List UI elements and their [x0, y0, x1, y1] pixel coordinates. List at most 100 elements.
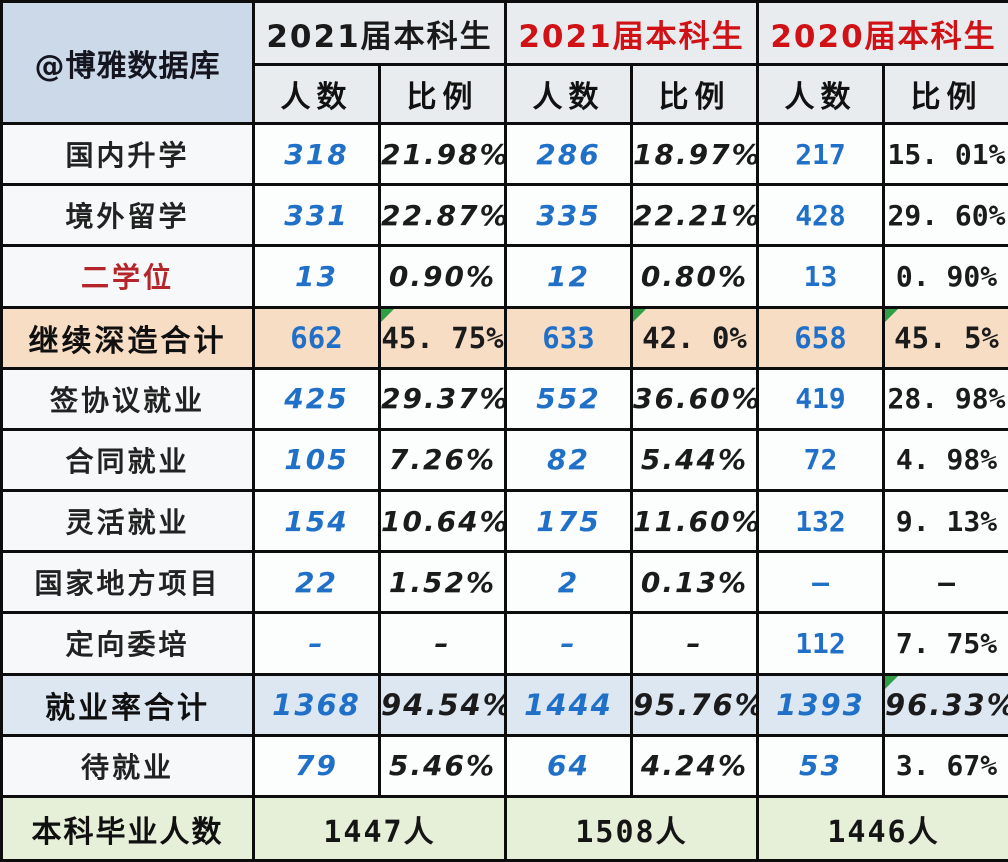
count-cell: 175 — [504, 489, 633, 554]
table-row: 待就业 79 5.46% 64 4.24% 53 3. 67% — [0, 733, 1008, 799]
header-row-subheads: 人数 比例 人数 比例 人数 比例 — [2, 63, 1008, 125]
footer-total-2021-first: 1447人 — [252, 795, 507, 862]
watermark-label: @博雅数据库 — [0, 0, 255, 125]
count-cell: – — [252, 611, 381, 676]
ratio-cell: 7.26% — [378, 427, 507, 493]
table-body: 国内升学 318 21.98% 286 18.97% 217 15. 01% 境外留学 331 2… — [0, 121, 1008, 799]
count-cell: 658 — [756, 305, 885, 370]
ratio-cell: 10.64% — [378, 489, 507, 554]
footer-total-2020: 1446人 — [756, 795, 1008, 862]
count-cell: 633 — [504, 305, 633, 370]
ratio-cell: 0.80% — [630, 244, 759, 309]
column-group-2021-second: 2021届本科生 — [504, 0, 759, 66]
count-cell: – — [504, 611, 633, 676]
table-row: 就业率合计 1368 94.54% 1444 95.76% 1393 96.33% — [0, 672, 1008, 737]
ratio-cell: – — [378, 611, 507, 676]
ratio-cell: 94.54% — [378, 672, 507, 737]
ratio-cell: 45. 75% — [378, 305, 507, 370]
table-row: 境外留学 331 22.87% 335 22.21% 428 29. 60% — [0, 183, 1008, 248]
subheader-ratio-1: 比例 — [378, 63, 507, 125]
ratio-cell: 0. 90% — [882, 244, 1008, 309]
ratio-cell: – — [882, 550, 1008, 615]
row-label: 二学位 — [0, 244, 255, 309]
ratio-cell: 3. 67% — [882, 733, 1008, 799]
column-group-2020: 2020届本科生 — [756, 0, 1008, 66]
table-row: 国内升学 318 21.98% 286 18.97% 217 15. 01% — [0, 121, 1008, 187]
ratio-cell: 21.98% — [378, 121, 507, 187]
table-row: 继续深造合计 662 45. 75% 633 42. 0% 658 45. 5% — [0, 305, 1008, 370]
count-cell: 1444 — [504, 672, 633, 737]
ratio-cell: 95.76% — [630, 672, 759, 737]
subheader-count-2: 人数 — [504, 63, 633, 125]
count-cell: 22 — [252, 550, 381, 615]
subheader-ratio-2: 比例 — [630, 63, 759, 125]
row-label: 就业率合计 — [0, 672, 255, 737]
count-cell: 2 — [504, 550, 633, 615]
count-cell: 82 — [504, 427, 633, 493]
ratio-cell: – — [630, 611, 759, 676]
ratio-cell: 5.46% — [378, 733, 507, 799]
count-cell: 53 — [756, 733, 885, 799]
row-label: 本科毕业人数 — [0, 795, 255, 862]
row-label: 继续深造合计 — [0, 305, 255, 370]
count-cell: 13 — [252, 244, 381, 309]
count-cell: – — [756, 550, 885, 615]
subheader-count-3: 人数 — [756, 63, 885, 125]
count-cell: 286 — [504, 121, 633, 187]
ratio-cell: 36.60% — [630, 366, 759, 431]
table-row: 国家地方项目 22 1.52% 2 0.13% – – — [0, 550, 1008, 615]
row-label: 待就业 — [0, 733, 255, 799]
footer-row-graduate-total: 本科毕业人数 1447人 1508人 1446人 — [0, 795, 1008, 862]
count-cell: 154 — [252, 489, 381, 554]
count-cell: 1368 — [252, 672, 381, 737]
count-cell: 335 — [504, 183, 633, 248]
count-cell: 1393 — [756, 672, 885, 737]
table-row: 签协议就业 425 29.37% 552 36.60% 419 28. 98% — [0, 366, 1008, 431]
table-row: 灵活就业 154 10.64% 175 11.60% 132 9. 13% — [0, 489, 1008, 554]
count-cell: 552 — [504, 366, 633, 431]
count-cell: 12 — [504, 244, 633, 309]
ratio-cell: 0.13% — [630, 550, 759, 615]
count-cell: 428 — [756, 183, 885, 248]
ratio-cell: 11.60% — [630, 489, 759, 554]
ratio-cell: 0.90% — [378, 244, 507, 309]
row-label: 国家地方项目 — [0, 550, 255, 615]
ratio-cell: 96.33% — [882, 672, 1008, 737]
subheader-ratio-3: 比例 — [882, 63, 1008, 125]
row-label: 灵活就业 — [0, 489, 255, 554]
row-label: 签协议就业 — [0, 366, 255, 431]
row-label: 定向委培 — [0, 611, 255, 676]
row-label: 国内升学 — [0, 121, 255, 187]
row-label: 境外留学 — [0, 183, 255, 248]
count-cell: 132 — [756, 489, 885, 554]
ratio-cell: 18.97% — [630, 121, 759, 187]
ratio-cell: 22.21% — [630, 183, 759, 248]
subheader-count-1: 人数 — [252, 63, 381, 125]
ratio-cell: 4.24% — [630, 733, 759, 799]
count-cell: 318 — [252, 121, 381, 187]
column-group-2021-first: 2021届本科生 — [252, 0, 507, 66]
footer-total-2021-second: 1508人 — [504, 795, 759, 862]
table-row: 二学位 13 0.90% 12 0.80% 13 0. 90% — [0, 244, 1008, 309]
ratio-cell: 9. 13% — [882, 489, 1008, 554]
ratio-cell: 5.44% — [630, 427, 759, 493]
count-cell: 112 — [756, 611, 885, 676]
ratio-cell: 22.87% — [378, 183, 507, 248]
count-cell: 419 — [756, 366, 885, 431]
ratio-cell: 7. 75% — [882, 611, 1008, 676]
count-cell: 331 — [252, 183, 381, 248]
count-cell: 13 — [756, 244, 885, 309]
table-row: 定向委培 – – – –112 7. 75% — [0, 611, 1008, 676]
count-cell: 72 — [756, 427, 885, 493]
ratio-cell: 42. 0% — [630, 305, 759, 370]
count-cell: 64 — [504, 733, 633, 799]
count-cell: 217 — [756, 121, 885, 187]
count-cell: 105 — [252, 427, 381, 493]
ratio-cell: 28. 98% — [882, 366, 1008, 431]
count-cell: 425 — [252, 366, 381, 431]
row-label: 合同就业 — [0, 427, 255, 493]
ratio-cell: 1.52% — [378, 550, 507, 615]
ratio-cell: 45. 5% — [882, 305, 1008, 370]
